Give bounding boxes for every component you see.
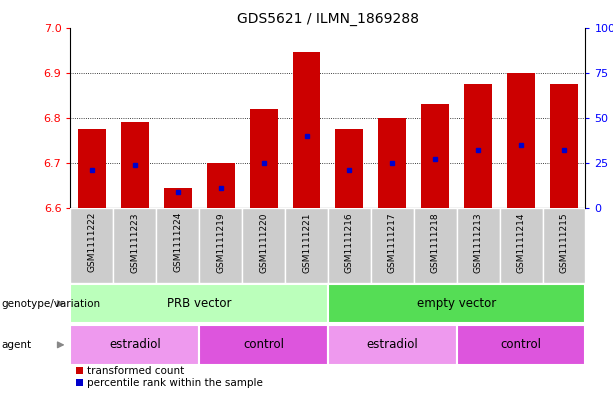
FancyBboxPatch shape: [457, 208, 500, 283]
Text: GSM1111223: GSM1111223: [131, 212, 139, 272]
Text: GSM1111218: GSM1111218: [431, 212, 440, 273]
Text: GSM1111221: GSM1111221: [302, 212, 311, 272]
Bar: [78, 129, 106, 208]
FancyBboxPatch shape: [199, 325, 328, 365]
FancyBboxPatch shape: [328, 208, 371, 283]
FancyBboxPatch shape: [328, 284, 585, 323]
Text: GSM1111215: GSM1111215: [560, 212, 568, 273]
FancyBboxPatch shape: [156, 208, 199, 283]
Text: control: control: [501, 338, 541, 351]
FancyBboxPatch shape: [500, 208, 543, 283]
Text: GSM1111217: GSM1111217: [388, 212, 397, 273]
Text: genotype/variation: genotype/variation: [1, 299, 101, 309]
Text: GSM1111216: GSM1111216: [345, 212, 354, 273]
Bar: [421, 105, 449, 208]
FancyBboxPatch shape: [328, 325, 457, 365]
FancyBboxPatch shape: [371, 208, 414, 283]
Title: GDS5621 / ILMN_1869288: GDS5621 / ILMN_1869288: [237, 13, 419, 26]
Legend: transformed count, percentile rank within the sample: transformed count, percentile rank withi…: [75, 366, 263, 388]
Text: GSM1111219: GSM1111219: [216, 212, 225, 273]
FancyBboxPatch shape: [285, 208, 328, 283]
FancyBboxPatch shape: [70, 208, 113, 283]
Text: PRB vector: PRB vector: [167, 297, 232, 310]
Bar: [378, 118, 406, 208]
Text: estradiol: estradiol: [367, 338, 418, 351]
Bar: [121, 123, 149, 208]
FancyBboxPatch shape: [457, 325, 585, 365]
FancyBboxPatch shape: [70, 325, 199, 365]
Bar: [249, 109, 278, 208]
Bar: [292, 52, 321, 208]
FancyBboxPatch shape: [70, 284, 328, 323]
Bar: [550, 84, 578, 208]
Text: agent: agent: [1, 340, 31, 350]
Bar: [335, 129, 364, 208]
Text: GSM1111220: GSM1111220: [259, 212, 268, 272]
Text: GSM1111213: GSM1111213: [474, 212, 482, 273]
Bar: [207, 163, 235, 208]
Text: empty vector: empty vector: [417, 297, 497, 310]
FancyBboxPatch shape: [113, 208, 156, 283]
FancyBboxPatch shape: [199, 208, 242, 283]
Bar: [164, 188, 192, 208]
Text: GSM1111214: GSM1111214: [517, 212, 525, 272]
Bar: [464, 84, 492, 208]
Text: control: control: [243, 338, 284, 351]
Bar: [507, 73, 535, 208]
Text: estradiol: estradiol: [109, 338, 161, 351]
FancyBboxPatch shape: [543, 208, 585, 283]
FancyBboxPatch shape: [414, 208, 457, 283]
Text: GSM1111222: GSM1111222: [88, 212, 96, 272]
FancyBboxPatch shape: [242, 208, 285, 283]
Text: GSM1111224: GSM1111224: [173, 212, 182, 272]
